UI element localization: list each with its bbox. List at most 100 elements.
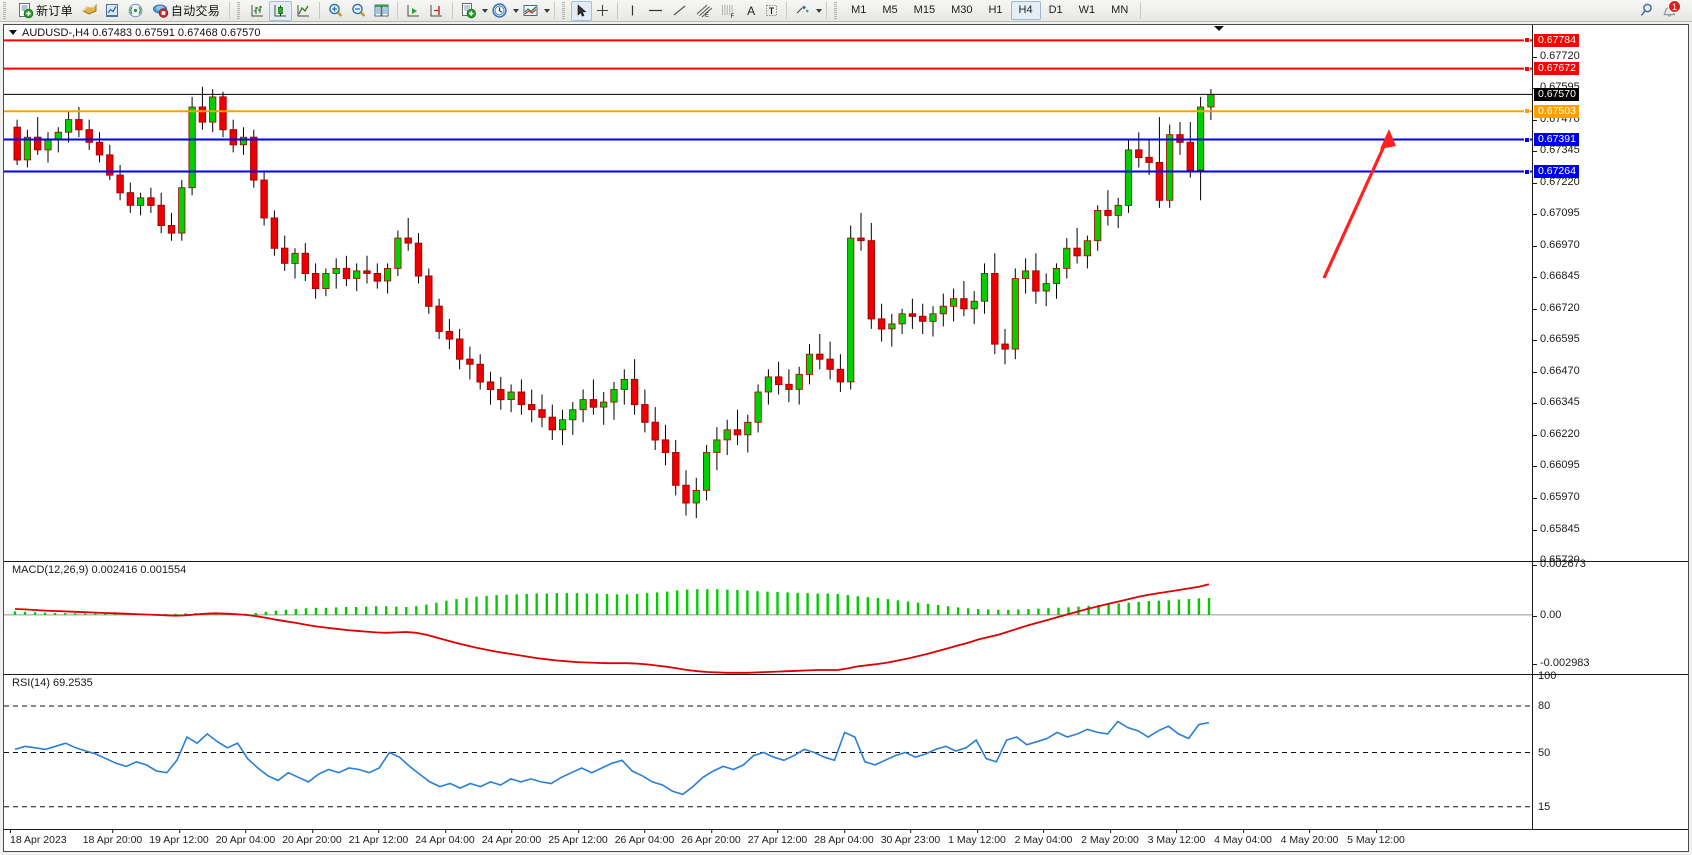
time-tick: 18 Apr 2023 — [10, 829, 67, 846]
objects-button[interactable] — [791, 1, 814, 21]
macd-pane-divider — [4, 561, 1688, 562]
time-tick: 5 May 12:00 — [1347, 829, 1405, 846]
price-level-tag-resistance-1[interactable]: 0.67672 — [1534, 62, 1579, 76]
time-tick: 26 Apr 04:00 — [615, 829, 674, 846]
candlestick-chart-button[interactable] — [269, 0, 293, 21]
timeframe-m5[interactable]: M5 — [882, 4, 898, 16]
time-tick: 24 Apr 04:00 — [415, 829, 475, 846]
time-tick: 27 Apr 12:00 — [748, 829, 807, 846]
vertical-line-button[interactable] — [622, 1, 643, 21]
toolbar-separator-7 — [786, 2, 788, 19]
fibonacci-icon: F — [722, 5, 735, 19]
notification-badge: 1 — [1668, 0, 1681, 13]
zoom-out-button[interactable] — [347, 1, 370, 21]
cursor-button[interactable] — [571, 0, 593, 21]
tile-windows-button[interactable] — [370, 1, 393, 21]
price-level-handle-support-2[interactable] — [1524, 168, 1530, 175]
indicators-icon — [82, 3, 97, 15]
horizontal-line-button[interactable] — [643, 1, 668, 21]
toolbar-separator-9 — [1140, 2, 1142, 19]
market-watch-button[interactable] — [101, 1, 124, 21]
text-button[interactable]: A — [747, 3, 756, 18]
rsi-pane-divider — [4, 674, 1688, 675]
autotrading-icon — [152, 4, 169, 18]
price-level-tag-resistance-2[interactable]: 0.67784 — [1534, 33, 1579, 47]
shift-end-icon — [407, 5, 420, 17]
timeframe-mn[interactable]: MN — [1111, 4, 1129, 16]
time-tick: 25 Apr 12:00 — [548, 829, 608, 846]
time-tick: 26 Apr 20:00 — [681, 829, 741, 846]
time-tick: 19 Apr 12:00 — [149, 829, 209, 846]
search-button[interactable] — [1635, 1, 1658, 21]
chart-symbol-ohlc-label: AUDUSD-,H4 0.67483 0.67591 0.67468 0.675… — [22, 26, 261, 39]
crosshair-button[interactable] — [592, 1, 613, 21]
zoom-in-button[interactable] — [324, 1, 347, 21]
candlestick-chart-icon — [274, 5, 287, 17]
chart-collapse-chevron-down-icon[interactable] — [1214, 26, 1224, 31]
trendline-button[interactable] — [668, 1, 691, 21]
price-level-tag-support-1[interactable]: 0.67391 — [1534, 133, 1579, 146]
rsi-label: RSI(14) 69.2535 — [10, 677, 95, 689]
equidistant-channel-icon: E — [696, 4, 713, 19]
rsi-indicator-chart — [4, 705, 1532, 808]
chart-window[interactable]: AUDUSD-,H4 0.67483 0.67591 0.67468 0.675… — [3, 24, 1689, 852]
price-level-tag-last-price[interactable]: 0.67570 — [1534, 87, 1579, 101]
indicators-button[interactable] — [78, 1, 101, 21]
zoom-out-icon — [352, 3, 366, 17]
period-button[interactable] — [488, 1, 511, 21]
rsi-pane[interactable]: RSI(14) 69.2535 — [4, 675, 1532, 830]
autotrading-button[interactable]: 自动交易 — [147, 1, 225, 21]
price-level-handle-resistance-2[interactable] — [1524, 37, 1530, 44]
timeframe-h1[interactable]: H1 — [988, 4, 1003, 16]
price-level-handle-resistance-1[interactable] — [1524, 65, 1530, 72]
indicator-chevron-down-icon[interactable] — [544, 8, 551, 13]
notifications-button[interactable]: 1 — [1658, 0, 1682, 21]
toolbar-separator-6 — [617, 2, 619, 19]
shift-end-button[interactable] — [402, 1, 425, 21]
time-axis[interactable]: 18 Apr 2023 18 Apr 20:00 19 Apr 12:00 20… — [4, 829, 1688, 851]
toolbar-grip-2[interactable] — [236, 1, 244, 20]
templates-button[interactable] — [457, 1, 480, 21]
market-watch-icon — [105, 4, 118, 17]
indicator-list-button[interactable] — [519, 1, 542, 21]
chart-menu-chevron-down-icon[interactable] — [9, 30, 17, 35]
toolbar-grip[interactable] — [2, 1, 9, 20]
toolbar-separator-4 — [452, 2, 454, 19]
templates-chevron-down-icon[interactable] — [482, 8, 489, 13]
toolbar-grip-4[interactable] — [833, 1, 841, 20]
timeframe-w1[interactable]: W1 — [1078, 4, 1096, 16]
timeframe-m1[interactable]: M1 — [851, 4, 867, 16]
price-level-tag-support-2[interactable]: 0.67264 — [1534, 165, 1579, 178]
period-chevron-down-icon[interactable] — [513, 8, 520, 13]
time-tick: 20 Apr 20:00 — [282, 829, 342, 846]
shift-start-button[interactable] — [425, 1, 448, 21]
equidistant-channel-button[interactable]: E — [691, 1, 716, 21]
text-label-button[interactable] — [761, 1, 782, 21]
toolbar-grip-3[interactable] — [561, 1, 569, 20]
time-tick: 3 May 12:00 — [1148, 829, 1205, 846]
timeframe-m30[interactable]: M30 — [951, 4, 973, 16]
tile-windows-icon — [374, 4, 389, 17]
objects-chevron-down-icon[interactable] — [816, 8, 823, 13]
new-order-icon — [19, 3, 34, 19]
timeframe-d1[interactable]: D1 — [1048, 4, 1063, 16]
svg-text:F: F — [731, 14, 735, 19]
line-chart-button[interactable] — [292, 1, 315, 21]
time-tick: 20 Apr 04:00 — [216, 829, 275, 846]
bar-chart-icon — [251, 5, 264, 17]
fibonacci-button[interactable]: F — [716, 1, 741, 21]
price-pane[interactable] — [4, 25, 1532, 561]
timeframe-m15[interactable]: M15 — [913, 4, 936, 16]
toolbar-separator-3 — [397, 2, 399, 19]
price-level-tag-pivot[interactable]: 0.67503 — [1534, 104, 1579, 118]
vertical-line-icon — [632, 5, 634, 16]
chart-title-bar: AUDUSD-,H4 0.67483 0.67591 0.67468 0.675… — [4, 25, 1532, 40]
timeframe-h4[interactable]: H4 — [1010, 1, 1041, 20]
signals-button[interactable] — [124, 1, 147, 21]
price-level-handle-support-1[interactable] — [1524, 136, 1530, 143]
new-order-button[interactable]: 新订单 — [12, 1, 78, 21]
price-axis[interactable]: 0.67720 0.67595 0.67470 0.67345 0.67220 … — [1532, 25, 1688, 566]
price-level-handle-pivot[interactable] — [1524, 108, 1530, 115]
bar-chart-button[interactable] — [246, 1, 269, 21]
macd-pane[interactable]: MACD(12,26,9) 0.002416 0.001554 — [4, 562, 1532, 674]
